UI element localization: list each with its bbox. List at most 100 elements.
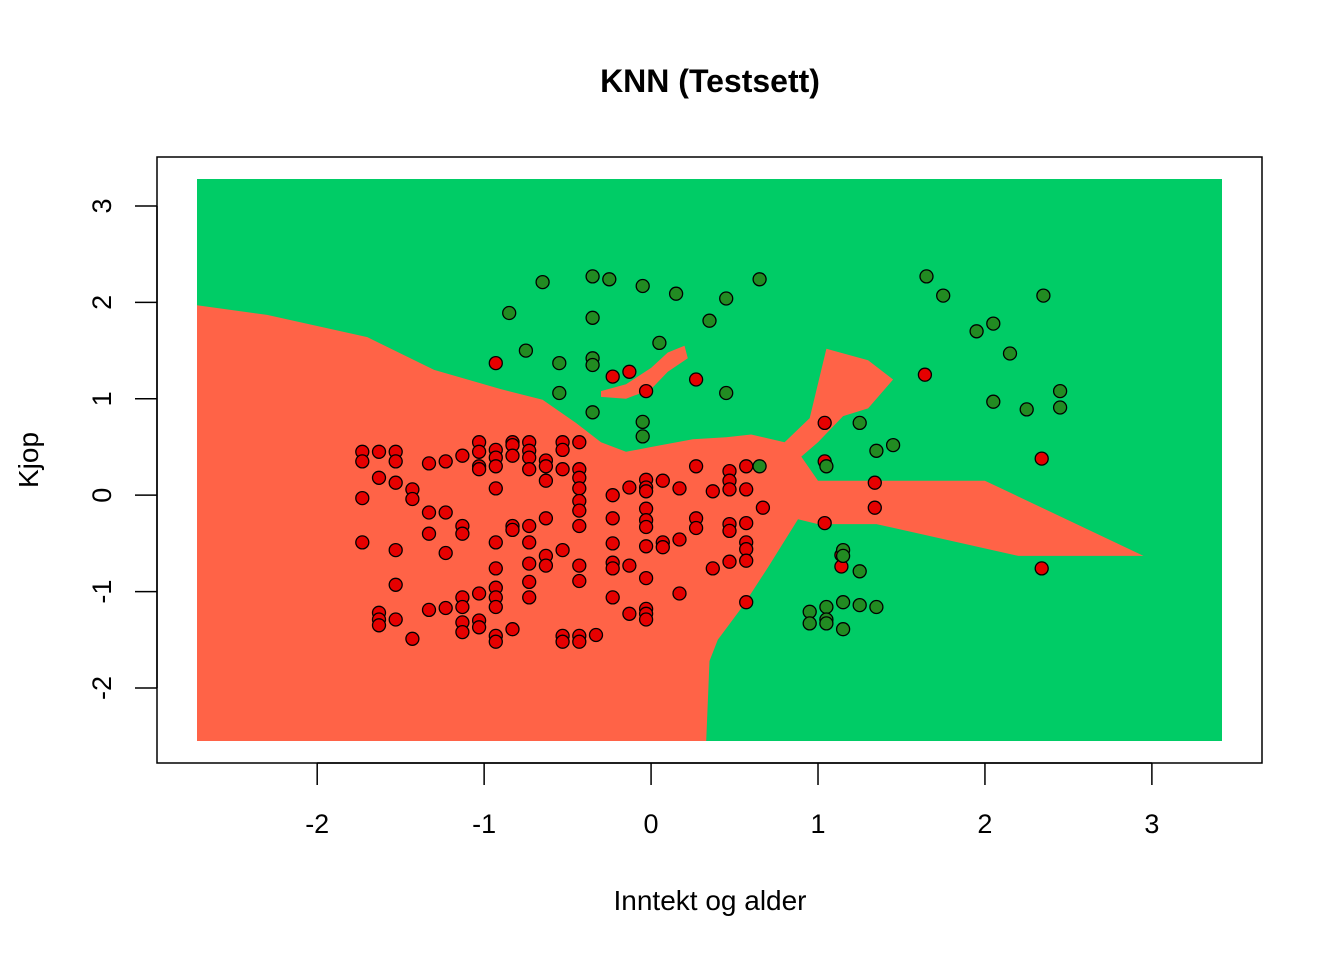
data-point-class-0 <box>522 518 537 534</box>
data-point-class-1 <box>969 324 984 339</box>
data-point-class-0 <box>438 600 453 616</box>
data-point-class-1 <box>986 316 1001 331</box>
data-point-class-1 <box>752 459 767 474</box>
data-point-class-0 <box>421 602 437 618</box>
data-point-class-0 <box>505 448 520 463</box>
x-axis-label: Inntekt og alder <box>613 885 806 916</box>
data-point-class-0 <box>739 553 754 568</box>
data-point-class-1 <box>518 343 534 358</box>
data-point-class-0 <box>488 535 503 550</box>
x-tick-label: 2 <box>977 809 992 839</box>
data-point-class-0 <box>388 612 403 627</box>
data-point-class-1 <box>936 288 951 303</box>
data-point-class-1 <box>819 616 834 631</box>
data-point-class-1 <box>652 335 667 351</box>
data-point-class-0 <box>605 536 620 551</box>
test-points <box>355 269 1068 649</box>
data-point-class-0 <box>572 558 587 573</box>
data-point-class-0 <box>1034 451 1049 466</box>
data-point-class-1 <box>835 622 851 637</box>
data-point-class-0 <box>605 590 620 605</box>
data-point-class-0 <box>438 545 453 561</box>
data-point-class-0 <box>739 515 754 531</box>
data-point-class-1 <box>585 310 600 325</box>
data-point-class-1 <box>635 414 650 430</box>
data-point-class-0 <box>488 355 503 371</box>
data-point-class-0 <box>355 454 370 469</box>
data-point-class-0 <box>572 435 587 450</box>
x-tick-label: 3 <box>1144 809 1159 839</box>
data-point-class-0 <box>622 558 637 573</box>
data-point-class-1 <box>802 616 817 631</box>
data-point-class-0 <box>572 503 587 518</box>
data-point-class-1 <box>835 595 851 610</box>
data-point-class-0 <box>605 369 620 384</box>
data-point-class-0 <box>817 415 832 431</box>
data-point-class-0 <box>455 448 470 463</box>
data-point-class-1 <box>719 385 734 401</box>
data-point-class-0 <box>405 491 420 507</box>
data-point-class-0 <box>471 462 487 477</box>
data-point-class-1 <box>535 274 550 290</box>
data-point-class-0 <box>355 535 370 550</box>
data-point-class-0 <box>471 444 487 459</box>
data-point-class-0 <box>688 372 704 387</box>
data-point-class-0 <box>371 618 387 633</box>
data-point-class-0 <box>388 475 403 490</box>
data-point-class-0 <box>688 459 704 474</box>
data-point-class-1 <box>752 272 767 287</box>
data-point-class-0 <box>572 481 587 496</box>
data-point-class-0 <box>739 595 754 610</box>
data-point-class-0 <box>555 442 570 458</box>
data-point-class-0 <box>722 554 737 569</box>
data-point-class-0 <box>739 482 754 497</box>
data-point-class-0 <box>522 556 537 571</box>
data-point-class-0 <box>421 505 437 520</box>
data-point-class-0 <box>672 532 687 547</box>
y-tick-label: 2 <box>87 295 117 310</box>
data-point-class-1 <box>885 437 901 453</box>
data-point-class-0 <box>388 454 403 469</box>
data-point-class-0 <box>388 542 403 558</box>
data-point-class-1 <box>1036 288 1051 303</box>
data-point-class-1 <box>852 415 867 431</box>
y-axis: -2 -1 0 1 2 3 <box>87 198 158 700</box>
data-point-class-0 <box>522 462 537 477</box>
data-point-class-0 <box>505 522 520 538</box>
data-point-class-0 <box>388 577 403 592</box>
data-point-class-1 <box>819 599 834 615</box>
data-point-class-0 <box>538 558 554 573</box>
y-tick-label: -1 <box>87 580 117 604</box>
data-point-class-1 <box>668 286 684 301</box>
data-point-class-0 <box>488 634 503 649</box>
data-point-class-0 <box>455 624 470 640</box>
x-tick-label: 1 <box>810 809 825 839</box>
data-point-class-0 <box>705 561 720 576</box>
data-point-class-1 <box>1052 400 1068 415</box>
data-point-class-0 <box>1034 561 1049 576</box>
data-point-class-0 <box>638 383 654 399</box>
data-point-class-0 <box>471 586 487 601</box>
data-point-class-1 <box>585 357 600 373</box>
data-point-class-0 <box>622 606 637 621</box>
data-point-class-1 <box>502 305 517 321</box>
data-point-class-0 <box>421 456 437 471</box>
data-point-class-1 <box>835 548 851 564</box>
data-point-class-0 <box>522 574 537 590</box>
data-point-class-0 <box>522 535 537 550</box>
data-point-class-0 <box>538 459 554 474</box>
y-tick-label: 0 <box>87 488 117 503</box>
y-axis-label: Kjop <box>13 432 44 488</box>
data-point-class-1 <box>552 385 567 401</box>
data-point-class-0 <box>917 367 933 382</box>
data-point-class-0 <box>638 612 654 627</box>
data-point-class-1 <box>869 443 884 458</box>
data-point-class-0 <box>471 620 487 635</box>
y-tick-label: 3 <box>87 198 117 213</box>
data-point-class-0 <box>705 484 720 499</box>
y-tick-label: 1 <box>87 391 117 406</box>
x-tick-label: -1 <box>472 809 496 839</box>
x-axis: -2 -1 0 1 2 3 <box>305 762 1159 839</box>
data-point-class-0 <box>355 490 370 506</box>
y-tick-label: -2 <box>87 676 117 700</box>
